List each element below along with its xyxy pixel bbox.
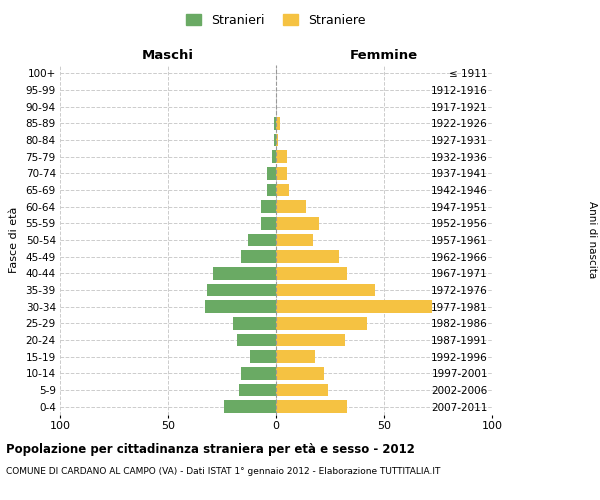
Text: Anni di nascita: Anni di nascita	[587, 202, 597, 278]
Bar	[250, 350, 276, 363]
Bar	[276, 184, 289, 196]
Bar	[261, 217, 276, 230]
Bar	[276, 134, 278, 146]
Bar	[268, 167, 276, 179]
Text: Popolazione per cittadinanza straniera per età e sesso - 2012: Popolazione per cittadinanza straniera p…	[6, 442, 415, 456]
Text: Maschi: Maschi	[142, 48, 194, 62]
Bar	[276, 300, 431, 313]
Bar	[276, 350, 315, 363]
Bar	[272, 150, 276, 163]
Bar	[207, 284, 276, 296]
Bar	[239, 384, 276, 396]
Bar	[276, 267, 347, 280]
Bar	[276, 200, 306, 213]
Bar	[268, 184, 276, 196]
Bar	[274, 117, 276, 130]
Bar	[224, 400, 276, 413]
Bar	[233, 317, 276, 330]
Y-axis label: Fasce di età: Fasce di età	[8, 207, 19, 273]
Bar	[261, 200, 276, 213]
Bar	[276, 284, 376, 296]
Bar	[276, 400, 347, 413]
Bar	[276, 317, 367, 330]
Bar	[276, 117, 280, 130]
Bar	[276, 234, 313, 246]
Bar	[276, 384, 328, 396]
Bar	[274, 134, 276, 146]
Bar	[276, 334, 345, 346]
Legend: Stranieri, Straniere: Stranieri, Straniere	[181, 8, 371, 32]
Bar	[241, 367, 276, 380]
Text: Femmine: Femmine	[350, 48, 418, 62]
Bar	[276, 217, 319, 230]
Text: COMUNE DI CARDANO AL CAMPO (VA) - Dati ISTAT 1° gennaio 2012 - Elaborazione TUTT: COMUNE DI CARDANO AL CAMPO (VA) - Dati I…	[6, 468, 440, 476]
Bar	[248, 234, 276, 246]
Bar	[276, 367, 323, 380]
Bar	[237, 334, 276, 346]
Bar	[241, 250, 276, 263]
Bar	[276, 167, 287, 179]
Bar	[276, 150, 287, 163]
Bar	[205, 300, 276, 313]
Bar	[276, 250, 338, 263]
Bar	[214, 267, 276, 280]
